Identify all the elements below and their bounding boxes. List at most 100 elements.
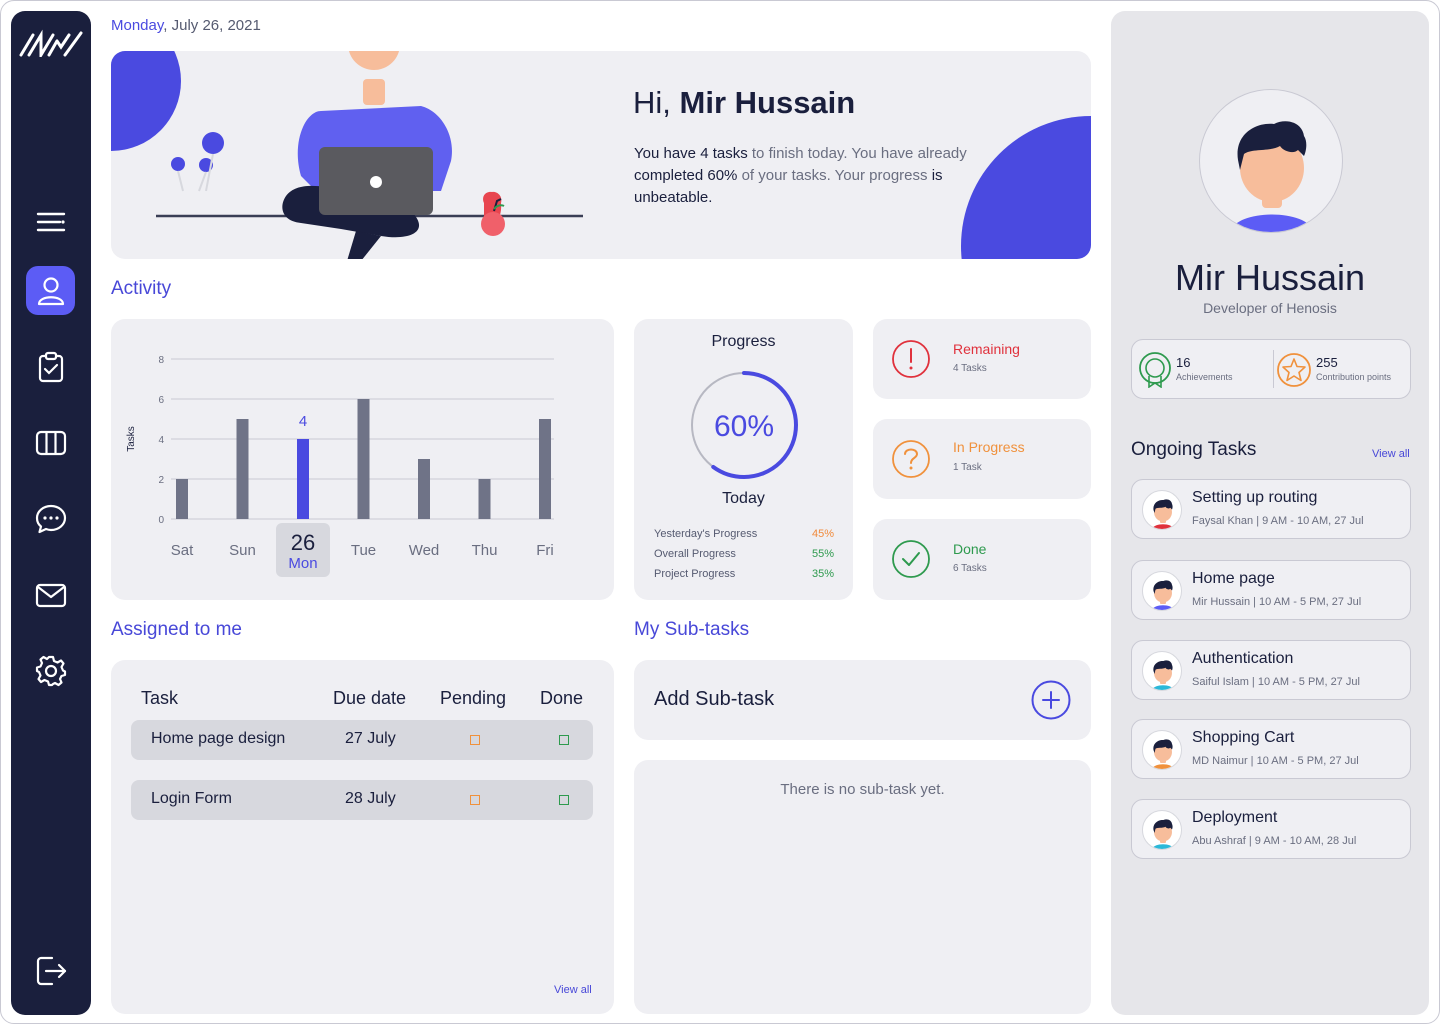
task-name: Home page design bbox=[151, 730, 286, 747]
menu-icon[interactable] bbox=[26, 197, 75, 246]
table-row[interactable]: Login Form 28 July bbox=[131, 780, 593, 820]
avatar bbox=[1142, 651, 1182, 691]
profile-name: Mir Hussain bbox=[1174, 257, 1366, 298]
greeting-user-name: Mir Hussain bbox=[679, 85, 856, 120]
col-header-done: Done bbox=[540, 688, 584, 708]
welcome-text-1: You have bbox=[634, 145, 701, 162]
status-done-count: 6 Tasks bbox=[953, 563, 987, 574]
progress-row-value: 55% bbox=[811, 548, 834, 560]
ongoing-task-card[interactable]: Home page Mir Hussain | 10 AM - 5 PM, 27 … bbox=[1131, 560, 1411, 620]
task-avatar-illustration bbox=[1151, 660, 1175, 690]
progress-row-label: Overall Progress bbox=[654, 548, 736, 560]
chart-bar[interactable] bbox=[297, 439, 309, 519]
progress-row-label: Yesterday's Progress bbox=[654, 528, 758, 540]
welcome-text-7: unbeatable. bbox=[634, 189, 713, 206]
brand-logo[interactable] bbox=[19, 29, 83, 57]
progress-row-yesterday: Yesterday's Progress 45% bbox=[654, 528, 834, 540]
pending-checkbox[interactable] bbox=[470, 795, 480, 805]
welcome-text-4: completed 60% bbox=[634, 167, 738, 184]
x-tick-label: Sat bbox=[171, 542, 194, 559]
progress-title: Progress bbox=[711, 333, 776, 350]
current-day: Monday bbox=[111, 17, 164, 34]
x-tick-label: Wed bbox=[409, 542, 440, 559]
achievements-label: Achievements bbox=[1176, 372, 1233, 382]
table-row[interactable]: Home page design 27 July bbox=[131, 720, 593, 760]
avatar bbox=[1142, 730, 1182, 770]
add-subtask-button[interactable] bbox=[1031, 680, 1071, 720]
star-icon bbox=[1277, 353, 1311, 387]
assigned-title: Assigned to me bbox=[111, 619, 242, 640]
ongoing-task-card[interactable]: Deployment Abu Ashraf | 9 AM - 10 AM, 28 … bbox=[1131, 799, 1411, 859]
ongoing-task-card[interactable]: Shopping Cart MD Naimur | 10 AM - 5 PM, 2… bbox=[1131, 719, 1411, 779]
status-done-card[interactable]: Done 6 Tasks bbox=[873, 519, 1091, 600]
ongoing-view-all-link[interactable]: View all bbox=[1372, 448, 1410, 460]
status-in-progress-card[interactable]: In Progress 1 Task bbox=[873, 419, 1091, 499]
y-tick-label: 4 bbox=[158, 435, 164, 446]
question-icon bbox=[892, 440, 930, 478]
ongoing-task-meta: MD Naimur | 10 AM - 5 PM, 27 Jul bbox=[1192, 755, 1359, 767]
task-avatar-illustration bbox=[1151, 499, 1175, 529]
columns-icon[interactable] bbox=[26, 418, 75, 467]
mail-icon[interactable] bbox=[26, 570, 75, 619]
pending-checkbox[interactable] bbox=[470, 735, 480, 745]
status-in-progress-count: 1 Task bbox=[953, 462, 982, 473]
ongoing-task-meta: Abu Ashraf | 9 AM - 10 AM, 28 Jul bbox=[1192, 835, 1357, 847]
col-header-due: Due date bbox=[333, 688, 407, 708]
welcome-banner: Hi, Mir Hussain You have 4 tasks to fini… bbox=[111, 51, 1091, 259]
done-checkbox[interactable] bbox=[559, 735, 569, 745]
stats-divider bbox=[1273, 350, 1274, 388]
chart-bar[interactable] bbox=[478, 479, 491, 519]
chart-bar[interactable] bbox=[418, 459, 430, 519]
ongoing-task-title: Deployment bbox=[1192, 809, 1278, 826]
gear-icon[interactable] bbox=[26, 646, 75, 695]
welcome-text-2: 4 tasks bbox=[700, 145, 748, 162]
progress-row-value: 45% bbox=[811, 528, 834, 540]
chart-bar[interactable] bbox=[236, 419, 249, 519]
chart-bar[interactable] bbox=[176, 479, 188, 519]
task-avatar-illustration bbox=[1151, 739, 1175, 769]
progress-arc bbox=[690, 371, 798, 479]
avatar bbox=[1142, 571, 1182, 611]
x-tick-label: Thu bbox=[472, 542, 498, 559]
ongoing-task-card[interactable]: Setting up routing Faysal Khan | 9 AM - 1… bbox=[1131, 479, 1411, 539]
status-remaining-count: 4 Tasks bbox=[953, 363, 987, 374]
ongoing-task-meta: Faysal Khan | 9 AM - 10 AM, 27 Jul bbox=[1192, 515, 1364, 527]
col-header-task: Task bbox=[141, 688, 179, 708]
achievement-badge-icon bbox=[1139, 352, 1171, 388]
chart-bar[interactable] bbox=[539, 419, 551, 519]
activity-title: Activity bbox=[111, 278, 172, 299]
chat-icon[interactable] bbox=[26, 494, 75, 543]
clipboard-check-icon[interactable] bbox=[26, 342, 75, 391]
y-tick-label: 0 bbox=[158, 515, 164, 526]
welcome-message: You have 4 tasks to finish today. You ha… bbox=[634, 143, 974, 209]
task-avatar-illustration bbox=[1151, 580, 1175, 610]
selected-day-highlight[interactable] bbox=[276, 523, 330, 577]
assigned-view-all-link[interactable]: View all bbox=[554, 984, 592, 996]
ongoing-task-title: Setting up routing bbox=[1192, 489, 1318, 506]
progress-subtitle: Today bbox=[722, 490, 765, 507]
profile-avatar-illustration bbox=[1230, 121, 1314, 232]
done-checkbox[interactable] bbox=[559, 795, 569, 805]
ongoing-task-meta: Mir Hussain | 10 AM - 5 PM, 27 Jul bbox=[1192, 596, 1362, 608]
greeting-prefix: Hi, bbox=[633, 85, 671, 120]
avatar bbox=[1142, 810, 1182, 850]
achievements-count: 16 bbox=[1176, 355, 1191, 370]
avatar bbox=[1142, 490, 1182, 530]
x-tick-label: Fri bbox=[536, 542, 554, 559]
user-icon[interactable] bbox=[26, 266, 75, 315]
ongoing-task-card[interactable]: Authentication Saiful Islam | 10 AM - 5 P… bbox=[1131, 640, 1411, 700]
subtasks-title: My Sub-tasks bbox=[634, 619, 750, 640]
subtask-list: There is no sub-task yet. bbox=[634, 760, 1091, 1014]
ongoing-task-title: Authentication bbox=[1192, 650, 1294, 667]
selected-day-name: Mon bbox=[288, 555, 317, 572]
welcome-text-3: to finish today. You have already bbox=[747, 145, 967, 162]
status-remaining-card[interactable]: Remaining 4 Tasks bbox=[873, 319, 1091, 399]
logout-icon[interactable] bbox=[26, 946, 75, 995]
sidebar bbox=[11, 11, 91, 1015]
chart-bar[interactable] bbox=[357, 399, 370, 519]
progress-card: Progress 60% Today Yesterday's Progress 4… bbox=[634, 319, 853, 600]
profile-panel: Mir Hussain Developer of Henosis 16 Achi… bbox=[1111, 11, 1429, 1015]
avatar[interactable] bbox=[1199, 89, 1343, 233]
